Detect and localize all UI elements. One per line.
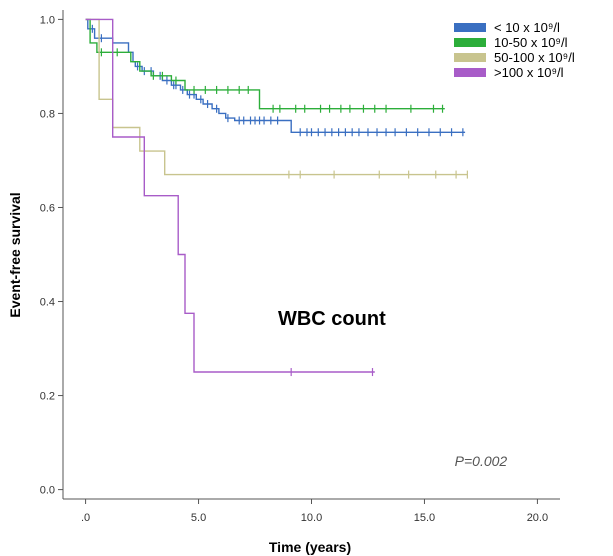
x-tick-label: 15.0 (414, 512, 435, 524)
annotation-wbc-count: WBC count (278, 308, 386, 330)
x-ticks: .0 5.0 10.0 15.0 20.0 (81, 499, 548, 524)
y-tick-label: 1.0 (40, 14, 55, 26)
y-ticks: 0.0 0.2 0.4 0.6 0.8 1.0 (40, 14, 63, 497)
y-tick-label: 0.0 (40, 485, 55, 497)
series-group-0 (85, 18, 466, 137)
x-axis-title: Time (years) (269, 539, 351, 555)
y-axis-title: Event-free survival (7, 192, 23, 317)
legend-label: >100 x 10⁹/l (494, 65, 564, 80)
y-tick-label: 0.4 (40, 297, 55, 309)
series-line-2 (85, 18, 468, 176)
series-line-1 (85, 18, 445, 110)
legend-swatch (454, 23, 486, 32)
legend-label: 50-100 x 10⁹/l (494, 50, 575, 65)
series-group-2 (85, 18, 468, 179)
x-tick-label: 5.0 (191, 512, 206, 524)
series-group-1 (85, 18, 445, 113)
x-tick-label: 10.0 (301, 512, 322, 524)
legend: < 10 x 10⁹/l10-50 x 10⁹/l50-100 x 10⁹/l>… (454, 20, 575, 80)
y-tick-label: 0.8 (40, 108, 55, 120)
legend-label: < 10 x 10⁹/l (494, 20, 560, 35)
series-line-0 (85, 18, 466, 133)
series-line-3 (85, 18, 375, 373)
legend-swatch (454, 38, 486, 47)
x-tick-label: .0 (81, 512, 90, 524)
annotation-p-value: P=0.002 (455, 453, 508, 469)
x-tick-label: 20.0 (527, 512, 548, 524)
series-layer (85, 18, 468, 377)
axes (62, 10, 560, 500)
y-tick-label: 0.6 (40, 202, 55, 214)
series-group-3 (85, 18, 375, 377)
y-tick-label: 0.2 (40, 391, 55, 403)
legend-swatch (454, 53, 486, 62)
legend-label: 10-50 x 10⁹/l (494, 35, 568, 50)
legend-swatch (454, 68, 486, 77)
